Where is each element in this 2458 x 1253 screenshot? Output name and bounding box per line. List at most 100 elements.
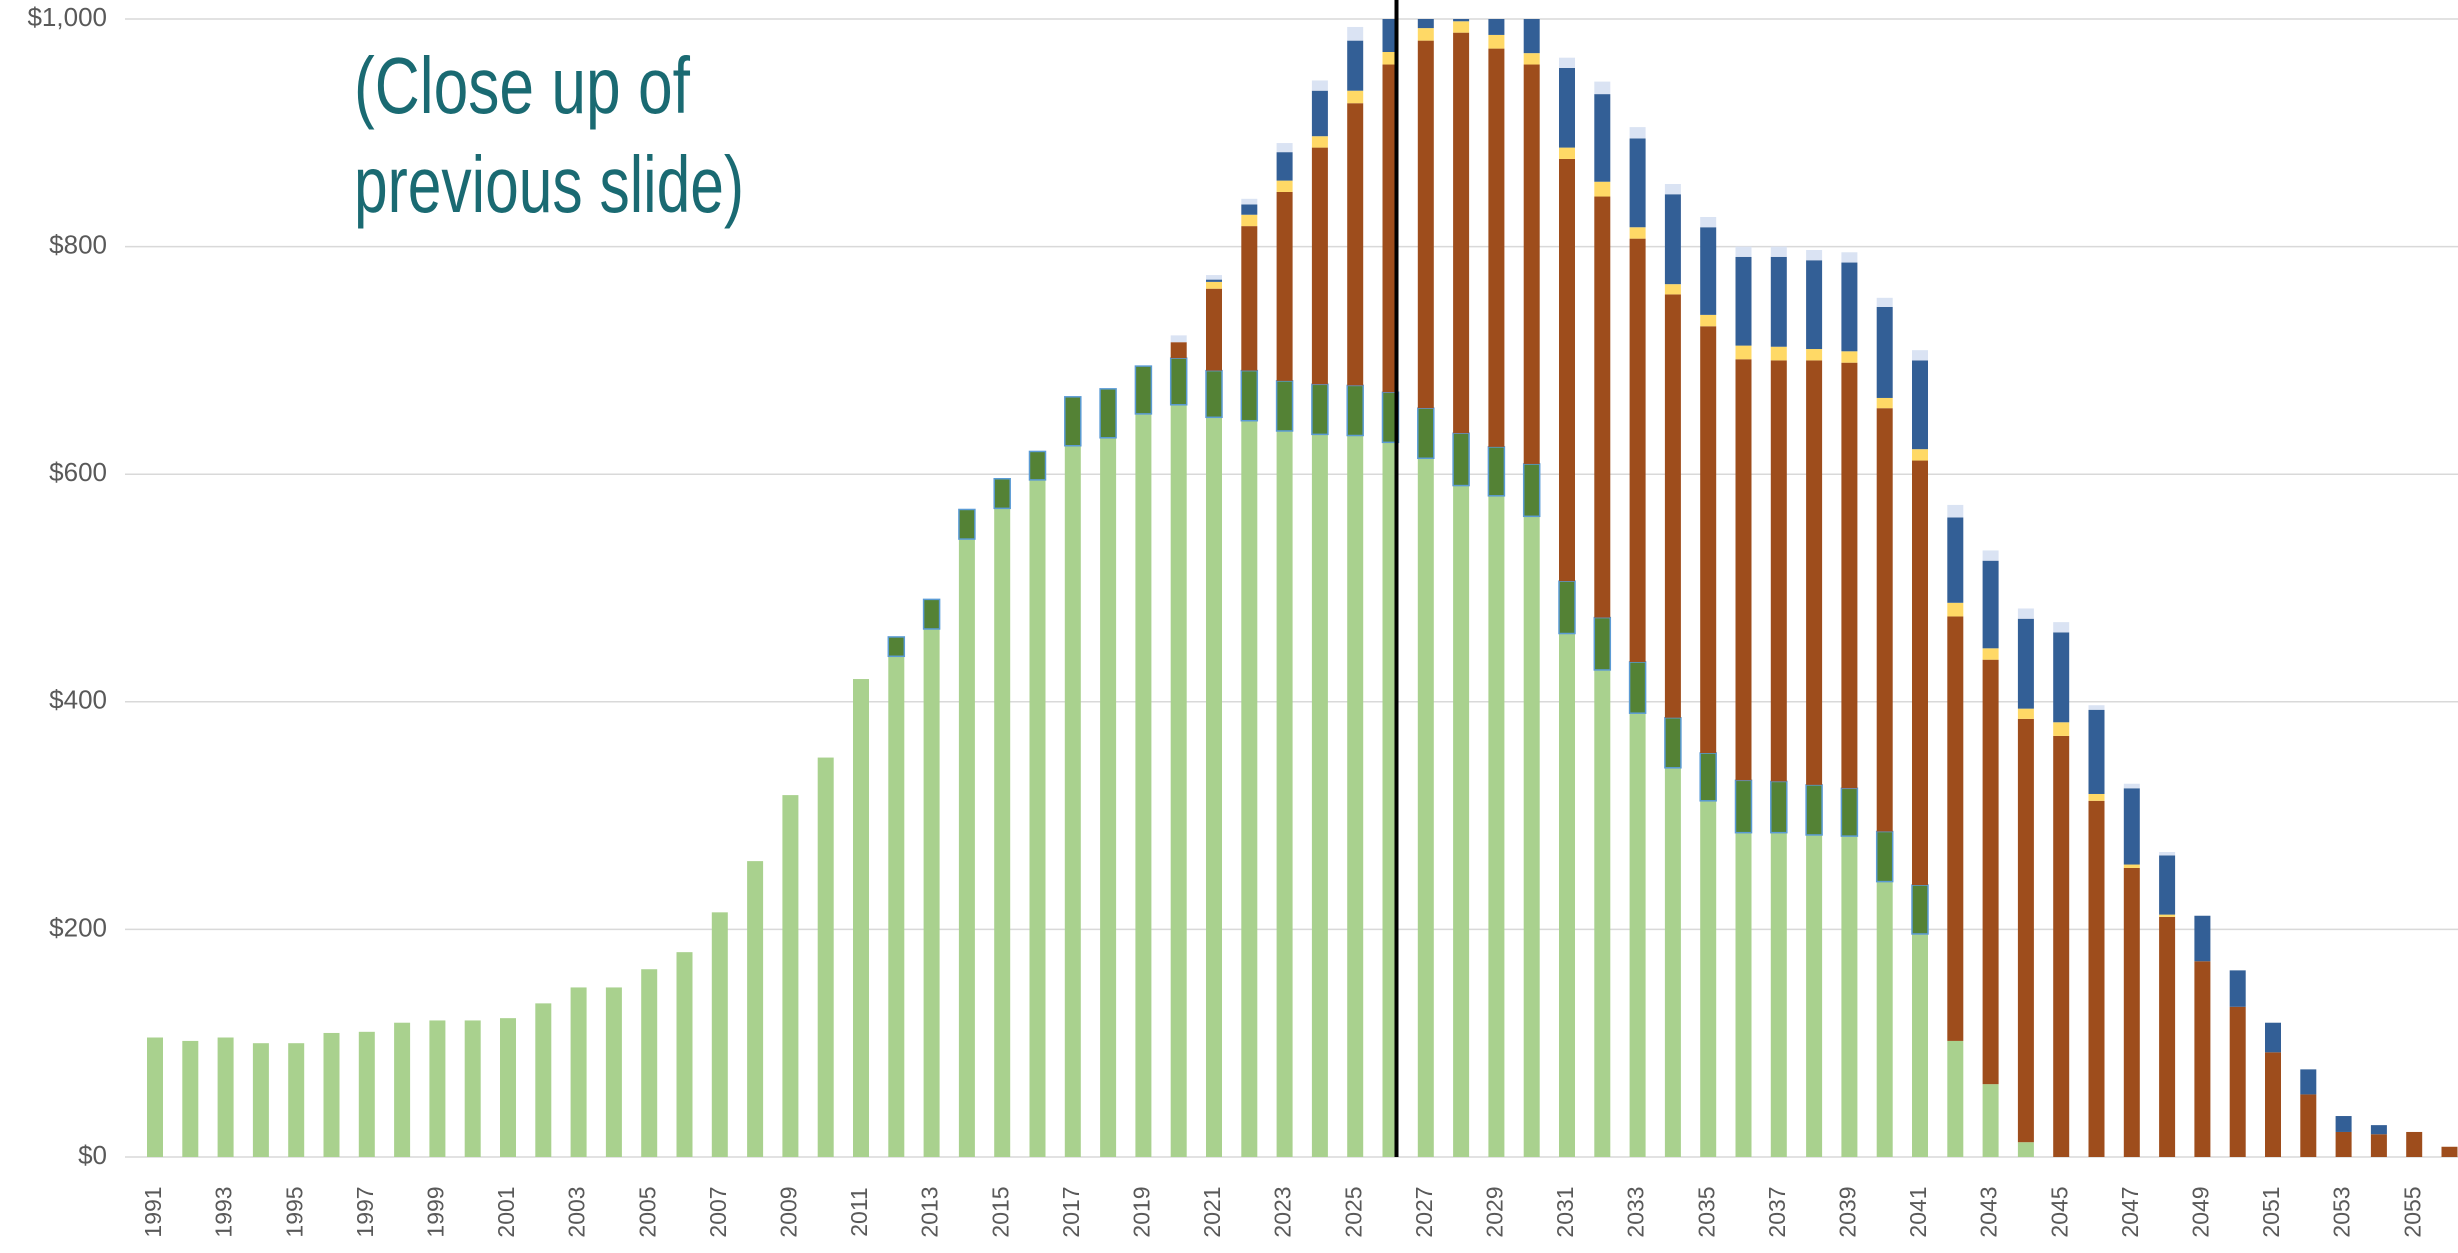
bar-segment (1170, 404, 1187, 1158)
x-tick-label: 2025 (1340, 1186, 1366, 1237)
bar-segment (2441, 1146, 2458, 1157)
bar-segment (2265, 1052, 2281, 1157)
bar-segment (1629, 138, 1646, 228)
bar-segment (1311, 80, 1328, 91)
bar-segment (1806, 349, 1823, 361)
bar-segment (1487, 446, 1506, 497)
bar-segment (1453, 19, 1470, 22)
bar-segment (1311, 147, 1328, 385)
bar-segment (252, 1043, 269, 1157)
bar-segment (1347, 90, 1364, 104)
bar-segment (1664, 294, 1681, 718)
x-tick-label: 2005 (634, 1186, 660, 1237)
bar-segment (1311, 434, 1328, 1157)
bar-segment (1453, 485, 1470, 1158)
bar-segment (2017, 718, 2034, 1143)
bar-segment (1276, 430, 1293, 1157)
bar-segment (1417, 28, 1434, 41)
bar-segment (1594, 669, 1611, 1157)
bar-segment (217, 1037, 234, 1157)
bar-segment (1734, 779, 1753, 834)
bar-segment (1206, 417, 1222, 1157)
bar-segment (1982, 1084, 1999, 1157)
bar-segment (2053, 622, 2070, 633)
x-tick-label: 1999 (422, 1186, 448, 1237)
bar-segment (1240, 369, 1259, 422)
bar-segment (2017, 618, 2034, 709)
bar-segment (1770, 246, 1787, 257)
x-tick-label: 1997 (352, 1186, 378, 1237)
bar-segment (2159, 916, 2176, 1157)
bar-segment (1876, 881, 1893, 1157)
x-tick-label: 2051 (2258, 1186, 2284, 1237)
bar-segment (1241, 420, 1258, 1157)
x-tick-label: 1995 (281, 1186, 307, 1237)
bar-segment (1911, 884, 1929, 935)
bar-segment (888, 656, 905, 1157)
bar-segment (500, 1018, 516, 1157)
y-tick-label: $200 (49, 912, 107, 942)
bar-segment (1417, 19, 1434, 29)
bar-segment (323, 1032, 340, 1157)
x-tick-label: 2041 (1905, 1186, 1931, 1237)
bar-segment (1806, 260, 1823, 350)
bar-segment (1594, 196, 1611, 618)
bar-segment (1100, 437, 1117, 1157)
bar-segment (923, 628, 940, 1157)
bar-segment (1558, 580, 1576, 635)
x-tick-label: 2039 (1834, 1186, 1860, 1237)
bar-segment (2335, 1116, 2352, 1132)
bar-segment (1559, 158, 1575, 582)
x-tick-label: 2009 (775, 1186, 801, 1237)
bar-segment (1347, 435, 1364, 1157)
bar-segment (1488, 19, 1505, 35)
bar-segment (711, 912, 728, 1157)
bar-segment (2159, 852, 2176, 856)
bar-segment (429, 1020, 446, 1157)
bar-segment (1770, 360, 1787, 782)
bar-segment (1523, 19, 1540, 54)
x-tick-label: 2055 (2399, 1186, 2425, 1237)
bar-segment (676, 952, 693, 1157)
bar-segment (1241, 204, 1258, 215)
bar-segment (1735, 345, 1752, 360)
bar-segment (1452, 432, 1470, 487)
bar-segment (1841, 362, 1858, 789)
bar-segment (958, 539, 975, 1157)
bar-segment (1912, 460, 1928, 886)
bar-segment (1982, 550, 1999, 561)
bar-segment (2088, 705, 2105, 710)
x-tick-label: 2023 (1270, 1186, 1296, 1237)
bar-segment (1876, 397, 1893, 409)
bar-segment (1347, 103, 1364, 386)
bar-segment (1029, 479, 1046, 1157)
x-tick-label: 2049 (2187, 1186, 2213, 1237)
bar-segment (2017, 608, 2034, 619)
bar-segment (2017, 708, 2034, 719)
bar-segment (2370, 1134, 2387, 1157)
bar-segment (1841, 262, 1858, 352)
bar-segment (2159, 855, 2176, 915)
x-tick-label: 2019 (1128, 1186, 1154, 1237)
bar-segment (1594, 94, 1611, 182)
bar-segment (1241, 226, 1258, 371)
bar-segment (2159, 914, 2176, 917)
bar-segment (1488, 34, 1505, 49)
bar-segment (1347, 40, 1364, 91)
bar-segment (1629, 713, 1646, 1157)
x-tick-label: 2037 (1764, 1186, 1790, 1237)
bar-segment (1593, 616, 1612, 671)
x-tick-label: 2021 (1199, 1186, 1225, 1237)
bar-segment (288, 1043, 305, 1157)
bar-segment (1559, 147, 1575, 159)
x-tick-label: 2027 (1411, 1186, 1437, 1237)
x-tick-label: 2045 (2046, 1186, 2072, 1237)
bar-segment (747, 861, 764, 1157)
bar-segment (1947, 517, 1964, 603)
bar-segment (2017, 1142, 2034, 1157)
bar-segment (1876, 297, 1893, 307)
x-tick-label: 1991 (140, 1186, 166, 1237)
bar-segment (1417, 458, 1434, 1157)
bar-segment (1806, 250, 1823, 261)
